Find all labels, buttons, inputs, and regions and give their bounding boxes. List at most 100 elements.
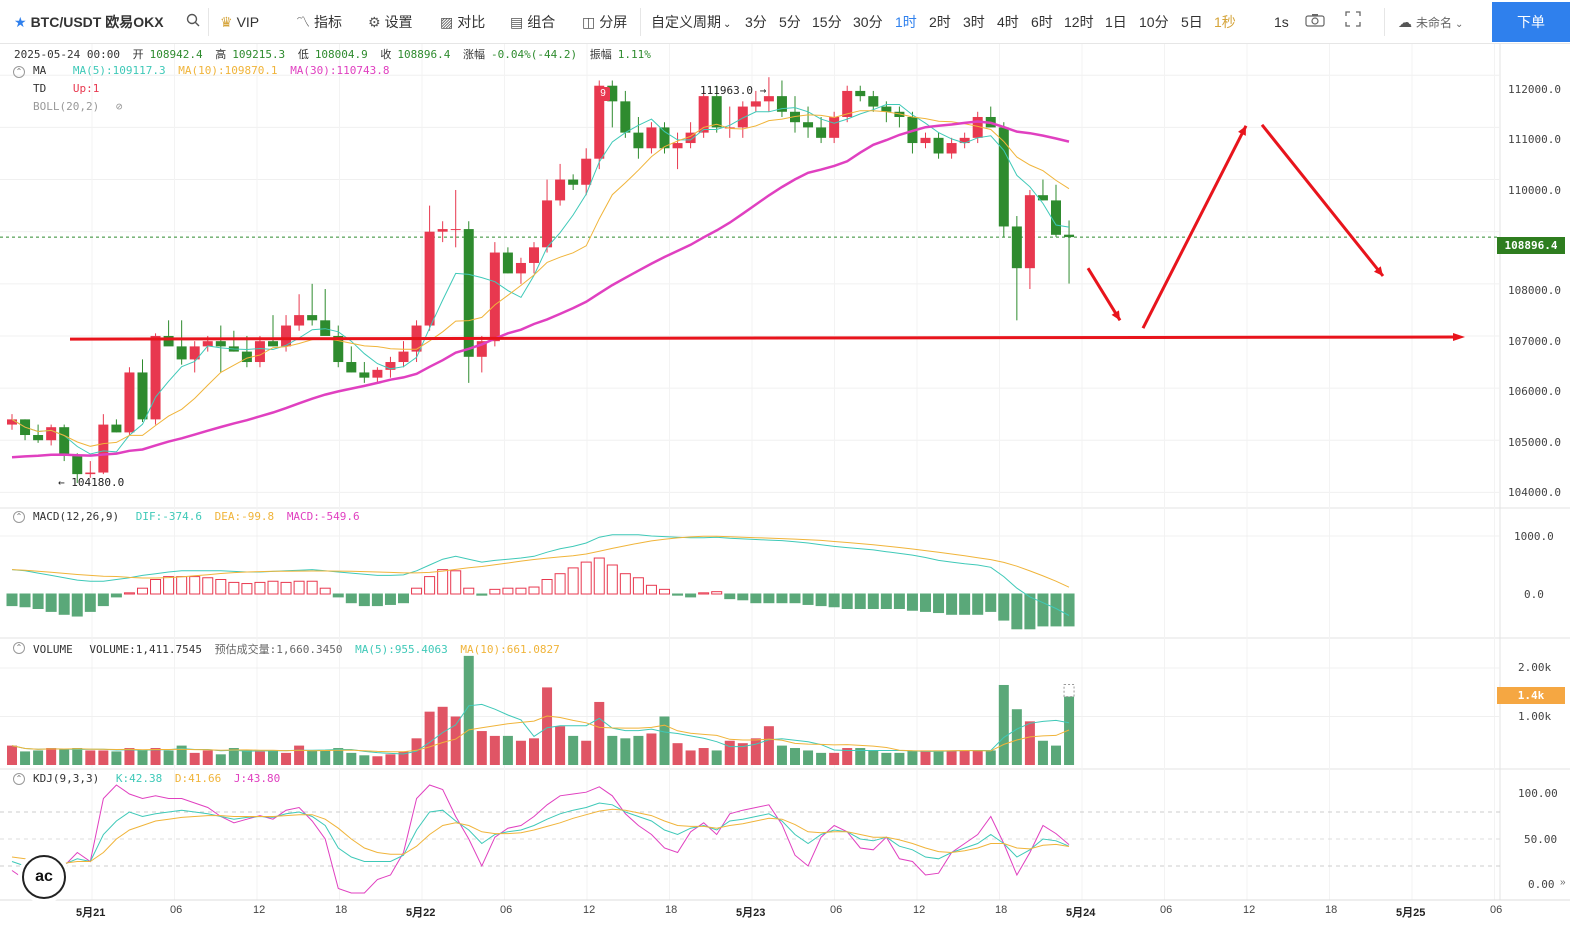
chevron-right-icon[interactable]: » — [1560, 877, 1566, 888]
eye-slash-icon[interactable]: ⊘ — [115, 100, 123, 113]
macd-bar — [593, 557, 605, 595]
kdj-legend[interactable]: KDJ(9,3,3) K:42.38 D:41.66 J:43.80 — [33, 772, 286, 785]
candle-body — [515, 262, 526, 274]
candle-body — [59, 427, 70, 456]
boll-legend[interactable]: BOLL(20,2) ⊘ — [33, 100, 128, 113]
period-1d[interactable]: 1日 — [1105, 14, 1127, 30]
period-6h[interactable]: 6时 — [1031, 14, 1053, 30]
macd-dif-line — [11, 534, 1070, 616]
volume-legend[interactable]: VOLUME VOLUME:1,411.7545 预估成交量:1,660.345… — [33, 641, 566, 657]
period-10m[interactable]: 10分 — [1139, 14, 1169, 30]
vip-button[interactable]: ♛ VIP — [220, 0, 259, 44]
collapse-icon[interactable]: ⌃ — [13, 66, 25, 78]
period-4h[interactable]: 4时 — [997, 14, 1019, 30]
period-5d[interactable]: 5日 — [1181, 14, 1203, 30]
period-1s[interactable]: 1秒 — [1214, 14, 1236, 30]
period-30m[interactable]: 30分 — [853, 14, 883, 30]
volume-bar — [254, 751, 265, 765]
collapse-icon[interactable]: ⌃ — [13, 511, 25, 523]
macd-bar — [32, 593, 44, 609]
macd-bar — [123, 592, 135, 595]
collapse-icon[interactable]: ⌃ — [13, 642, 25, 654]
volume-bar — [359, 755, 370, 765]
macd-bar — [933, 593, 945, 614]
compare-label: 对比 — [457, 14, 486, 30]
macd-bar — [137, 587, 148, 595]
candle-body — [659, 127, 670, 149]
macd-bar — [515, 587, 527, 595]
volume-bar — [907, 750, 918, 765]
layout-name-dropdown[interactable]: ☁ 未命名 ⌄ — [1398, 0, 1463, 44]
custom-period-dropdown[interactable]: 自定义周期 ⌄ — [651, 0, 731, 44]
current-volume-tag: 1.4k — [1497, 687, 1565, 704]
volume-bar — [985, 750, 996, 765]
combo-button[interactable]: ▤ 组合 — [510, 0, 555, 44]
macd-bar — [411, 587, 423, 595]
ma-legend[interactable]: MA MA(5):109117.3 MA(10):109870.1 MA(30)… — [33, 64, 396, 77]
volume-bar — [607, 735, 618, 765]
volume-bar — [750, 738, 761, 765]
macd-bar — [58, 593, 70, 615]
time-axis-label: 5月25 — [1396, 907, 1426, 919]
collapse-icon[interactable]: ⌃ — [13, 773, 25, 785]
open-value: 108942.4 — [149, 48, 203, 61]
price-axis-label: 104000.0 — [1508, 486, 1561, 499]
kdj-j: J:43.80 — [233, 772, 281, 785]
kdj-axis-label: 100.00 — [1518, 787, 1558, 800]
split-screen-button[interactable]: ◫ 分屏 — [582, 0, 627, 44]
period-12h[interactable]: 12时 — [1064, 14, 1094, 30]
high-annotation-value: 111963.0 — [700, 84, 753, 97]
low-annotation: ← 104180.0 — [58, 476, 125, 489]
volume-bar — [998, 684, 1009, 765]
symbol-selector[interactable]: ★ BTC/USDT 欧易OKX — [14, 0, 164, 44]
chart-canvas[interactable] — [0, 44, 1570, 926]
chart-area[interactable]: 2025-05-24 00:00 开 108942.4 高 109215.3 低 10… — [0, 44, 1570, 926]
td-legend[interactable]: TD Up:1 — [33, 82, 105, 95]
candle-body — [855, 90, 866, 97]
order-button[interactable]: 下单 — [1492, 2, 1570, 42]
macd-bar — [776, 593, 788, 604]
macd-bar — [97, 593, 109, 607]
period-1s-right[interactable]: 1s — [1274, 14, 1289, 30]
period-5m[interactable]: 5分 — [779, 14, 801, 30]
volume-estimate: 预估成交量:1,660.3450 — [214, 643, 343, 656]
candle-body — [972, 116, 983, 138]
candle-body — [202, 341, 213, 347]
macd-bar — [567, 567, 579, 595]
settings-button[interactable]: ⚙ 设置 — [368, 0, 413, 44]
candle-body — [946, 143, 957, 154]
time-axis-label: 5月23 — [736, 907, 766, 919]
period-1h[interactable]: 1时 — [895, 14, 917, 30]
arrow-head — [1111, 310, 1120, 321]
price-axis-label: 110000.0 — [1508, 184, 1561, 197]
volume-bar — [424, 711, 435, 765]
period-2h[interactable]: 2时 — [929, 14, 951, 30]
macd-bar — [228, 581, 240, 595]
macd-legend[interactable]: MACD(12,26,9) DIF:-374.6 DEA:-99.8 MACD:… — [33, 510, 366, 523]
volume-bar — [346, 752, 357, 765]
search-icon[interactable] — [186, 0, 200, 44]
candle-body — [111, 424, 122, 433]
fullscreen-icon[interactable] — [1345, 0, 1361, 44]
star-icon[interactable]: ★ — [14, 14, 27, 30]
macd-dea-line — [11, 535, 1070, 588]
projection-arrow-up — [1141, 125, 1248, 329]
high-value: 109215.3 — [232, 48, 286, 61]
candle-body — [803, 122, 814, 128]
price-axis-label: 107000.0 — [1508, 335, 1561, 348]
period-3h[interactable]: 3时 — [963, 14, 985, 30]
macd-axis-label: 1000.0 — [1514, 530, 1554, 543]
volume-bar — [20, 751, 31, 765]
period-3m[interactable]: 3分 — [745, 14, 767, 30]
macd-name: MACD(12,26,9) — [33, 510, 120, 523]
indicators-button[interactable]: 〽指标 — [296, 0, 342, 44]
camera-icon[interactable] — [1305, 0, 1325, 44]
volume-bar — [763, 726, 774, 765]
candle-body — [450, 229, 461, 231]
candle-body — [176, 346, 187, 360]
candle-body — [542, 200, 553, 248]
compare-button[interactable]: ▨ 对比 — [440, 0, 485, 44]
volume-bar — [868, 750, 879, 765]
candle-body — [7, 419, 17, 425]
period-15m[interactable]: 15分 — [812, 14, 842, 30]
